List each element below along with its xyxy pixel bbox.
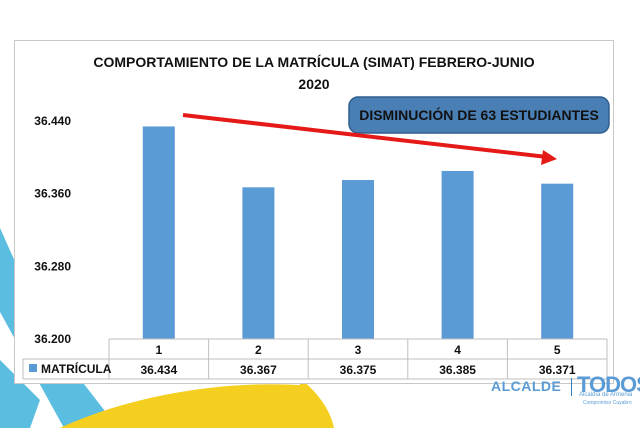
- x-category-label: 4: [454, 343, 461, 357]
- callout-box: [348, 96, 610, 134]
- deco-yellow-arc-right: [300, 378, 334, 428]
- decrease-arrow-head: [541, 150, 557, 165]
- footer-tagline: Compromiso Cuyabro: [583, 400, 632, 406]
- footer-subtitle: Alcaldía de Armenia: [579, 392, 633, 398]
- legend-series-name: MATRÍCULA: [41, 361, 112, 376]
- bar: [541, 183, 574, 339]
- x-category-label: 5: [554, 343, 561, 357]
- bar: [342, 180, 374, 339]
- callout-text: DISMINUCIÓN DE 63 ESTUDIANTES: [359, 106, 599, 123]
- legend-swatch: [29, 364, 37, 372]
- footer-separator: [571, 378, 572, 396]
- x-category-label: 3: [355, 343, 362, 357]
- data-value-label: 36.371: [539, 363, 576, 377]
- decrease-arrow: [182, 113, 548, 159]
- deco-blue-band-lower: [0, 360, 40, 428]
- deco-yellow-arc: [60, 384, 310, 428]
- y-tick-label: 36.200: [34, 332, 71, 346]
- data-value-label: 36.385: [439, 363, 476, 377]
- y-tick-label: 36.440: [34, 114, 71, 128]
- footer-alcalde-label: ALCALDE: [491, 378, 562, 394]
- x-category-label: 1: [155, 343, 162, 357]
- footer-logo-text: TODOS: [577, 372, 640, 397]
- footer-brand: ALCALDE TODOS Alcaldía de Armenia Compro…: [491, 372, 640, 428]
- chart-frame: COMPORTAMIENTO DE LA MATRÍCULA (SIMAT) F…: [14, 40, 614, 384]
- data-value-label: 36.375: [340, 363, 377, 377]
- data-value-label: 36.367: [240, 363, 277, 377]
- bar: [242, 187, 275, 339]
- data-value-label: 36.434: [140, 363, 177, 377]
- y-tick-label: 36.280: [34, 259, 71, 273]
- chart-title-line-2: 2020: [298, 76, 329, 92]
- chart-title-line-1: COMPORTAMIENTO DE LA MATRÍCULA (SIMAT) F…: [93, 54, 534, 70]
- bar: [441, 170, 474, 339]
- bar-chart: COMPORTAMIENTO DE LA MATRÍCULA (SIMAT) F…: [22, 54, 610, 380]
- bar: [142, 126, 175, 339]
- y-tick-label: 36.360: [34, 187, 71, 201]
- x-category-label: 2: [255, 343, 262, 357]
